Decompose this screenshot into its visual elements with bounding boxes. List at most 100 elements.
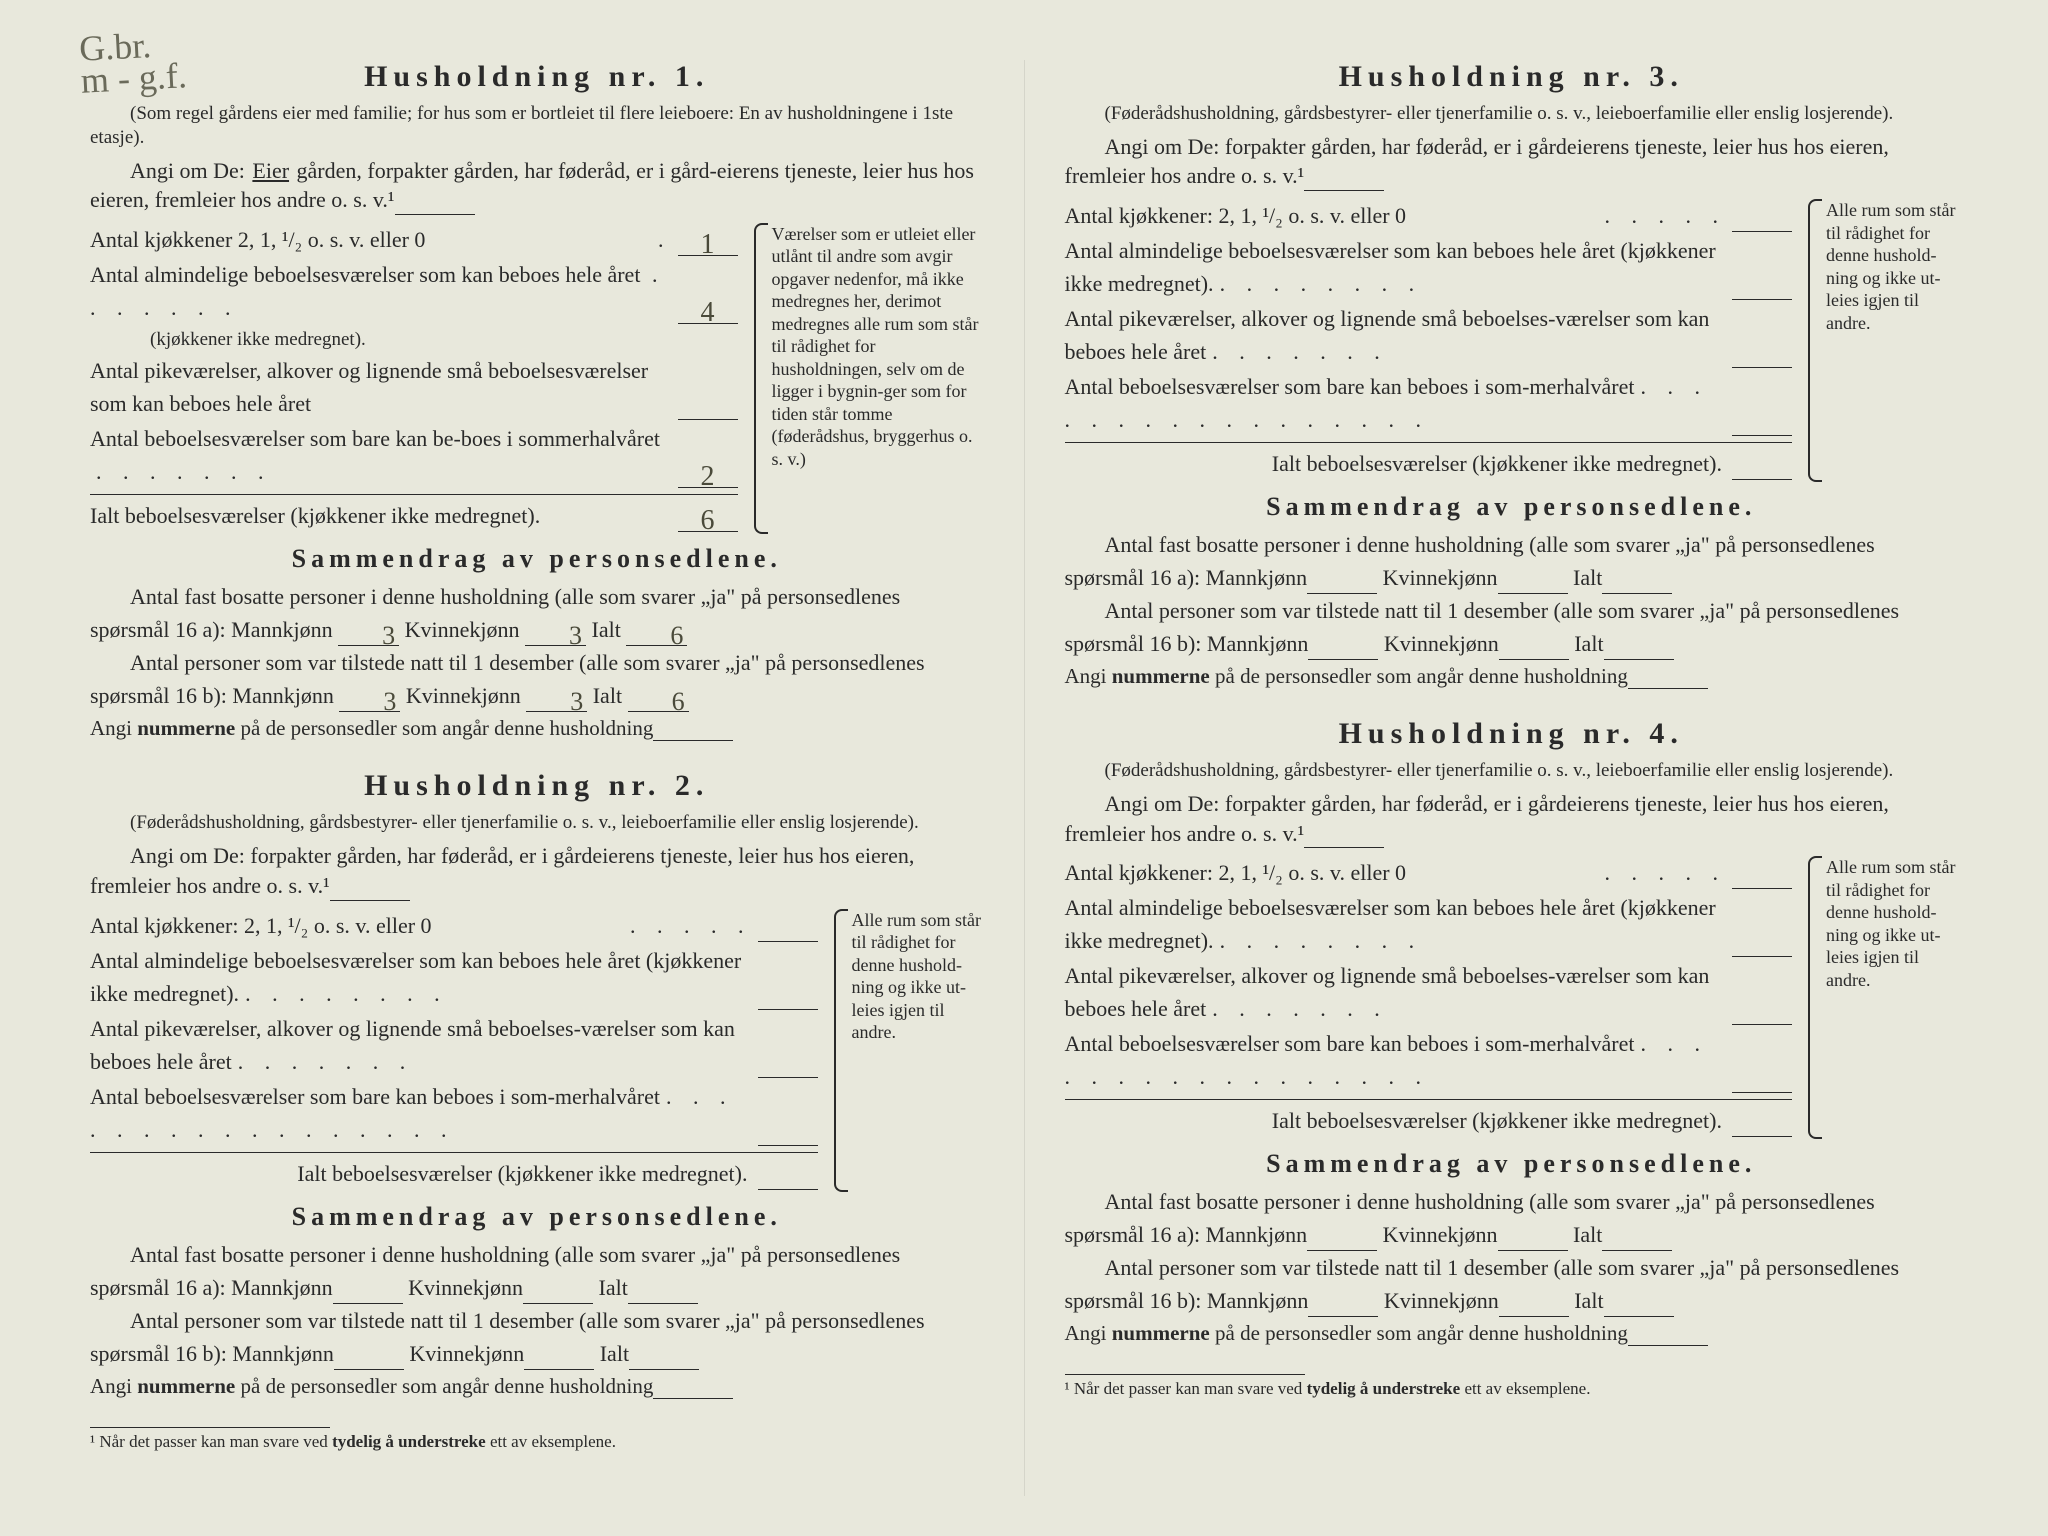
rooms-left: Antal kjøkkener 2, 1, ¹/₂ o. s. v. eller…: [90, 223, 738, 535]
household-2: Husholdning nr. 2. (Føderådshusholdning,…: [90, 769, 984, 1398]
footnote-right: ¹ Når det passer kan man svare ved tydel…: [1065, 1379, 1959, 1399]
footnote-rule-right: [1065, 1374, 1305, 1375]
handwritten-annotation: G.br. m - g.f.: [78, 27, 187, 97]
val-am: [1307, 1233, 1377, 1251]
val-bk: [524, 1352, 594, 1370]
dots: .: [652, 223, 678, 256]
footnote-left: ¹ Når det passer kan man svare ved tydel…: [90, 1432, 984, 1452]
small-value: [758, 1056, 818, 1078]
total-label: Ialt beboelsesværelser (kjøkkener ikke m…: [1065, 447, 1733, 480]
ordinary-label: Antal almindelige beboelsesværelser som …: [90, 258, 678, 324]
val-bm: [1308, 1299, 1378, 1317]
total-value: [758, 1168, 818, 1190]
household-2-title: Husholdning nr. 2.: [90, 769, 984, 803]
label-m: Mannkjønn: [232, 683, 333, 708]
angi-prefix: Angi om De:: [130, 843, 245, 868]
angi-num-2: Angi nummerne på de personsedler som ang…: [90, 1374, 984, 1399]
summary-a-3: Antal fast bosatte personer i denne hush…: [1065, 528, 1959, 594]
dots: . . . . . . .: [90, 459, 278, 484]
val-at: 6: [626, 627, 687, 646]
kitchens-line: Antal kjøkkener 2, 1, ¹/₂ o. s. v. eller…: [90, 223, 738, 256]
label-m: Mannkjønn: [232, 1341, 333, 1366]
val-bk: 3: [526, 693, 587, 712]
label-m: Mannkjønn: [1206, 1222, 1307, 1247]
bracket-icon: [834, 909, 848, 1192]
label-t: Ialt: [1574, 631, 1603, 656]
label-t: Ialt: [1574, 1288, 1603, 1313]
summer-value: 2: [678, 466, 738, 488]
val-bm: [1308, 642, 1378, 660]
small-label: Antal pikeværelser, alkover og lignende …: [90, 354, 678, 420]
val-am: 3: [338, 627, 399, 646]
val-ak: 3: [525, 627, 586, 646]
val-ak: [523, 1286, 593, 1304]
total-label: Ialt beboelsesværelser (kjøkkener ikke m…: [90, 1157, 758, 1190]
angi-num-text: Angi nummerne på de personsedler som ang…: [90, 1374, 653, 1398]
label-t: Ialt: [593, 683, 622, 708]
angi-num-text: Angi nummerne på de personsedler som ang…: [1065, 1321, 1628, 1345]
total-value: [1732, 458, 1792, 480]
side-note-text: Alle rum som står til rådighet for denne…: [1826, 857, 1955, 990]
angi-prefix: Angi om De:: [1105, 791, 1220, 816]
household-3: Husholdning nr. 3. (Føderådshusholdning,…: [1065, 60, 1959, 689]
summary-title-3: Sammendrag av personsedlene.: [1065, 492, 1959, 522]
summer-label: Antal beboelsesværelser som bare kan beb…: [1065, 1031, 1635, 1056]
summary-b-3: Antal personer som var tilstede natt til…: [1065, 594, 1959, 660]
summary-b-1: Antal personer som var tilstede natt til…: [90, 646, 984, 712]
summer-label: Antal beboelsesværelser som bare kan beb…: [90, 1084, 660, 1109]
household-1: Husholdning nr. 1. (Som regel gårdens ei…: [90, 60, 984, 741]
right-page: Husholdning nr. 3. (Føderådshusholdning,…: [1025, 60, 1999, 1496]
ordinary-value: [1732, 278, 1792, 300]
summer-line: Antal beboelsesværelser som bare kan be-…: [90, 422, 738, 488]
val-bm: [334, 1352, 404, 1370]
bracket-icon: [754, 223, 768, 535]
label-k: Kvinnekjønn: [408, 1275, 523, 1300]
rule: [1065, 1099, 1793, 1100]
val-ak: [1498, 576, 1568, 594]
val-bt: [1604, 642, 1674, 660]
summary-b-2: Antal personer som var tilstede natt til…: [90, 1304, 984, 1370]
household-3-title: Husholdning nr. 3.: [1065, 60, 1959, 94]
total-label: Ialt beboelsesværelser (kjøkkener ikke m…: [90, 499, 678, 532]
bracket-icon: [1808, 199, 1822, 482]
household-1-title: Husholdning nr. 1.: [90, 60, 984, 94]
label-k: Kvinnekjønn: [1384, 631, 1499, 656]
household-2-subtitle: (Føderådshusholdning, gårdsbestyrer- ell…: [90, 811, 984, 835]
kitchens-label: Antal kjøkkener 2, 1, ¹/₂ o. s. v. eller…: [90, 223, 652, 256]
kitchens-label: Antal kjøkkener: 2, 1, ¹/₂ o. s. v. elle…: [1065, 199, 1599, 232]
household-3-subtitle: (Føderådshusholdning, gårdsbestyrer- ell…: [1065, 102, 1959, 126]
household-1-subtitle: (Som regel gårdens eier med familie; for…: [90, 102, 984, 150]
small-value: [1732, 1003, 1792, 1025]
rule: [90, 1152, 818, 1153]
dots: . . . . .: [1599, 199, 1733, 232]
side-note-1: Værelser som er utleiet eller utlånt til…: [754, 223, 984, 535]
total-value: [1732, 1115, 1792, 1137]
handwriting-line2: m - g.f.: [80, 56, 188, 101]
summer-value: [1732, 414, 1792, 436]
rooms-left: Antal kjøkkener: 2, 1, ¹/₂ o. s. v. elle…: [1065, 199, 1793, 482]
ordinary-line: Antal almindelige beboelsesværelser som …: [90, 258, 738, 324]
household-3-rooms: Antal kjøkkener: 2, 1, ¹/₂ o. s. v. elle…: [1065, 199, 1959, 482]
left-page: G.br. m - g.f. Husholdning nr. 1. (Som r…: [50, 60, 1025, 1496]
dots: . . . . . . . .: [1214, 271, 1429, 296]
summer-label: Antal beboelsesværelser som bare kan beb…: [1065, 374, 1635, 399]
kitchens-label: Antal kjøkkener: 2, 1, ¹/₂ o. s. v. elle…: [1065, 856, 1599, 889]
summer-label-text: Antal beboelsesværelser som bare kan be-…: [90, 426, 660, 451]
val-bt: [1604, 1299, 1674, 1317]
summer-label: Antal beboelsesværelser som bare kan be-…: [90, 422, 678, 488]
ordinary-value: [1732, 935, 1792, 957]
footnote-rule-left: [90, 1427, 330, 1428]
angi-num-4: Angi nummerne på de personsedler som ang…: [1065, 1321, 1959, 1346]
ordinary-value: 4: [678, 302, 738, 324]
household-4-rooms: Antal kjøkkener: 2, 1, ¹/₂ o. s. v. elle…: [1065, 856, 1959, 1139]
side-note-4: Alle rum som står til rådighet for denne…: [1808, 856, 1958, 1139]
household-4: Husholdning nr. 4. (Føderådshusholdning,…: [1065, 717, 1959, 1346]
small-value: [678, 398, 738, 420]
label-t: Ialt: [600, 1341, 629, 1366]
angi-underlined: Eier: [250, 158, 291, 183]
label-m: Mannkjønn: [1207, 631, 1308, 656]
small-line: Antal pikeværelser, alkover og lignende …: [90, 354, 738, 420]
angi-num-text: Angi nummerne på de personsedler som ang…: [1065, 664, 1628, 688]
val-am: [333, 1286, 403, 1304]
household-4-subtitle: (Føderådshusholdning, gårdsbestyrer- ell…: [1065, 759, 1959, 783]
